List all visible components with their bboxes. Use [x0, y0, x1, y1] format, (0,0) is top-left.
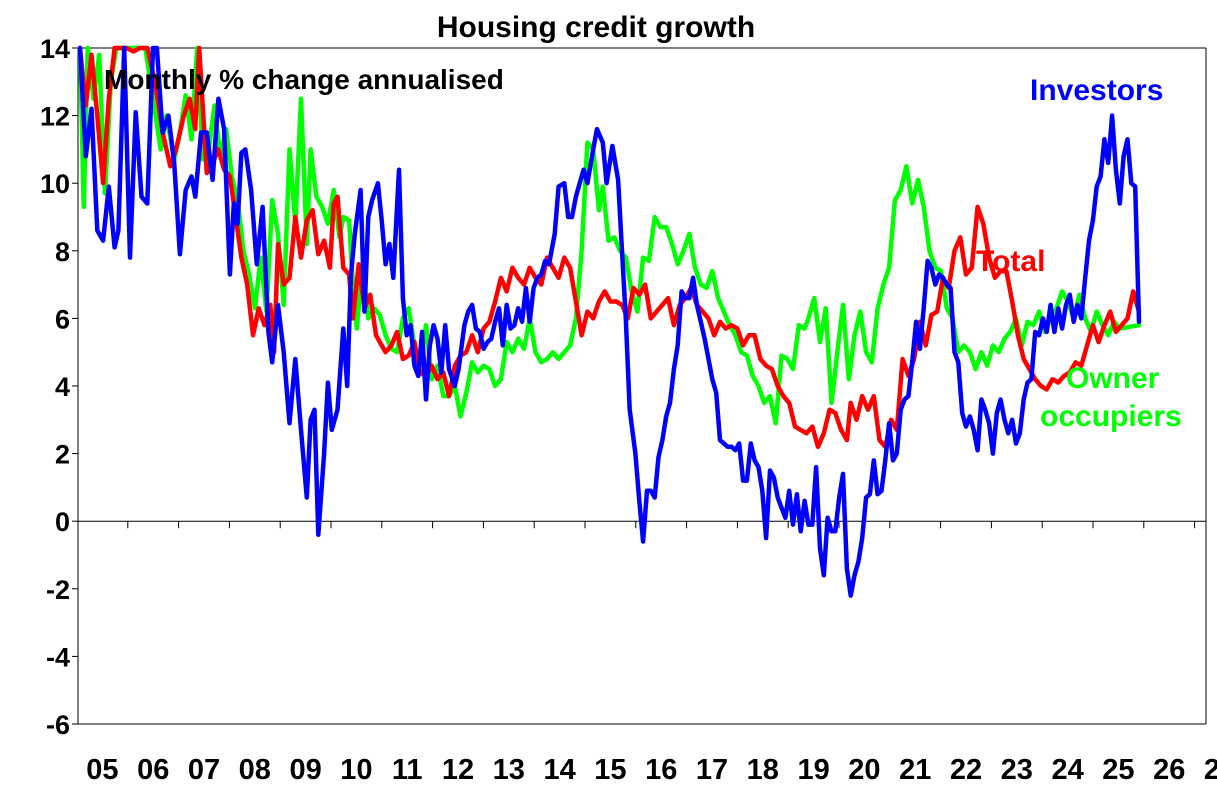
x-tick-label: 12 — [442, 754, 474, 786]
x-tick-label: 06 — [137, 754, 169, 786]
x-tick-label: 14 — [543, 754, 575, 786]
label-occupiers: occupiers — [1040, 400, 1182, 433]
x-tick-label: 08 — [239, 754, 271, 786]
y-tick-label: 12 — [40, 102, 70, 132]
x-tick-label: 16 — [645, 754, 677, 786]
x-tick-label: 10 — [340, 754, 372, 786]
series-lines — [77, 45, 1142, 598]
y-axis-ticks: -6 -4 -2 0 2 4 6 8 10 12 14 — [40, 34, 78, 740]
x-tick-label: 18 — [747, 754, 779, 786]
series-line-total — [77, 45, 1142, 450]
x-tick-label: 17 — [696, 754, 728, 786]
label-investors: Investors — [1030, 74, 1163, 107]
y-tick-label: -2 — [46, 575, 70, 605]
x-tick-label: 05 — [86, 754, 118, 786]
chart-subtitle: Monthly % change annualised — [104, 64, 504, 95]
x-tick-label: 22 — [950, 754, 982, 786]
y-tick-label: 2 — [55, 440, 70, 470]
y-tick-label: 6 — [55, 304, 70, 334]
series-line-investors — [77, 45, 1142, 598]
y-tick-label: -4 — [46, 642, 70, 672]
x-tick-label: 26 — [1153, 754, 1185, 786]
x-tick-label: 25 — [1102, 754, 1134, 786]
label-total: Total — [976, 245, 1045, 278]
x-axis-ticks: 05 06 07 08 09 10 11 12 13 14 15 16 17 18 19 20 21 22 23 24… — [86, 521, 1217, 786]
x-tick-label: 13 — [493, 754, 525, 786]
x-tick-label: 07 — [188, 754, 220, 786]
x-tick-label: 15 — [594, 754, 626, 786]
x-tick-label: 24 — [1051, 754, 1083, 786]
label-owner: Owner — [1066, 362, 1160, 395]
x-tick-label: 09 — [289, 754, 321, 786]
x-tick-label: 27 — [1204, 754, 1217, 786]
x-tick-label: 19 — [797, 754, 829, 786]
y-tick-label: 0 — [55, 507, 70, 537]
y-tick-label: 4 — [55, 372, 70, 402]
x-tick-label: 21 — [899, 754, 931, 786]
x-tick-label: 23 — [1001, 754, 1033, 786]
x-tick-label: 11 — [392, 754, 423, 786]
y-tick-label: -6 — [46, 710, 70, 740]
chart-title: Housing credit growth — [437, 11, 755, 44]
y-tick-label: 8 — [55, 237, 70, 267]
x-tick-label: 20 — [848, 754, 880, 786]
y-tick-label: 10 — [40, 169, 70, 199]
y-tick-label: 14 — [40, 34, 70, 64]
